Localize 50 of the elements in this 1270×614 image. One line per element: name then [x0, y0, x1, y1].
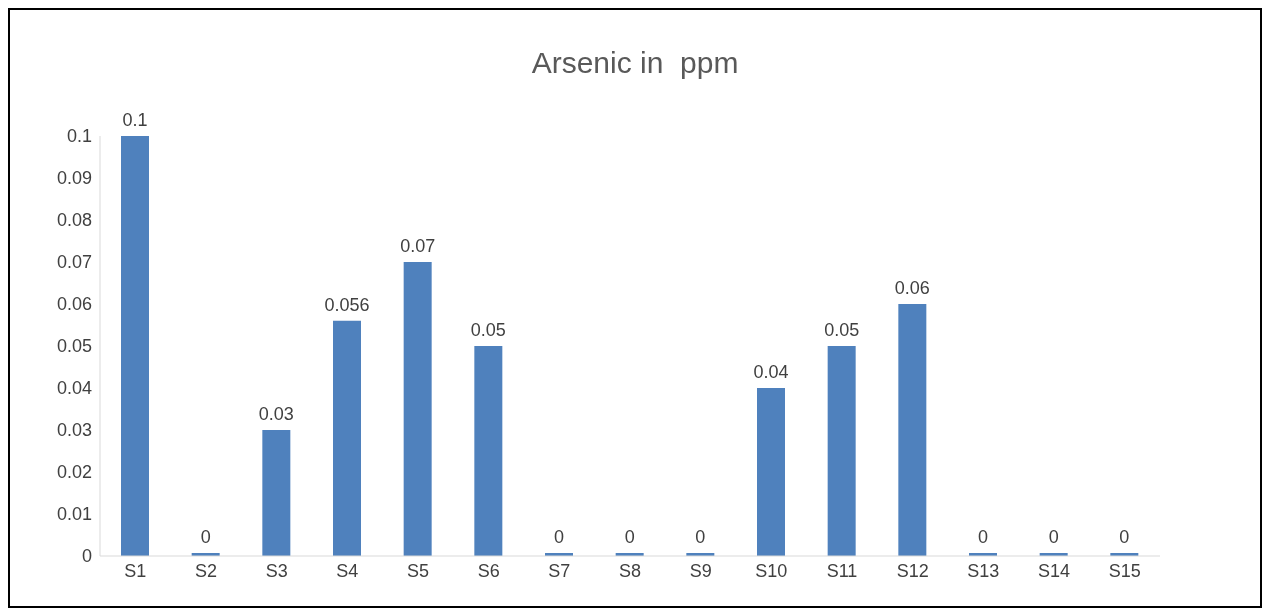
data-label: 0.1: [122, 110, 148, 130]
x-tick-label: S9: [689, 560, 712, 581]
data-label: 0.07: [400, 236, 436, 256]
y-tick-label: 0.08: [56, 210, 92, 231]
x-tick-label: S12: [896, 560, 929, 581]
data-label: 0.03: [258, 404, 294, 424]
x-tick-label: S11: [826, 560, 858, 581]
bar: [262, 430, 291, 556]
x-tick-label: S4: [336, 560, 359, 581]
data-label: 0: [553, 527, 565, 547]
y-tick-label: 0.07: [56, 252, 92, 273]
data-label: 0: [1119, 527, 1130, 547]
bar: [403, 262, 432, 556]
x-tick-label: S8: [618, 560, 642, 581]
x-tick-label: S1: [124, 560, 147, 581]
y-tick-label: 0.09: [56, 168, 92, 189]
x-tick-label: S10: [755, 560, 788, 581]
x-tick-label: S3: [265, 560, 288, 581]
y-tick-label: 0.01: [56, 504, 92, 525]
data-label: 0: [1048, 527, 1059, 547]
data-label: 0: [200, 527, 211, 547]
bar: [474, 346, 503, 556]
x-tick-label: S5: [406, 560, 430, 581]
y-tick-label: 0: [81, 546, 92, 567]
y-tick-label: 0.04: [56, 378, 92, 399]
bar: [757, 388, 785, 556]
x-tick-label: S6: [477, 560, 500, 581]
bar: [827, 346, 856, 556]
y-tick-label: 0.03: [56, 420, 92, 441]
y-tick-label: 0.02: [56, 462, 92, 483]
data-label: 0: [624, 527, 635, 547]
data-label: 0.04: [753, 362, 789, 382]
data-label: 0.05: [824, 320, 860, 340]
data-label: 0.06: [894, 278, 930, 298]
data-label: 0: [977, 527, 989, 547]
x-tick-label: S14: [1037, 560, 1071, 581]
y-tick-label: 0.05: [56, 336, 92, 357]
bar: [121, 136, 149, 556]
bar: [333, 320, 361, 556]
data-label: 0.05: [470, 320, 506, 340]
y-tick-label: 0.06: [56, 294, 92, 315]
data-label: 0.056: [324, 294, 370, 315]
x-tick-label: S2: [194, 560, 218, 581]
y-tick-label: 0.1: [66, 126, 92, 147]
x-tick-label: S7: [548, 560, 571, 581]
data-label: 0: [695, 527, 706, 547]
chart-title: Arsenic in ppm: [530, 46, 740, 81]
x-tick-label: S15: [1108, 560, 1141, 581]
bar: [898, 304, 927, 556]
x-tick-label: S13: [967, 560, 1000, 581]
